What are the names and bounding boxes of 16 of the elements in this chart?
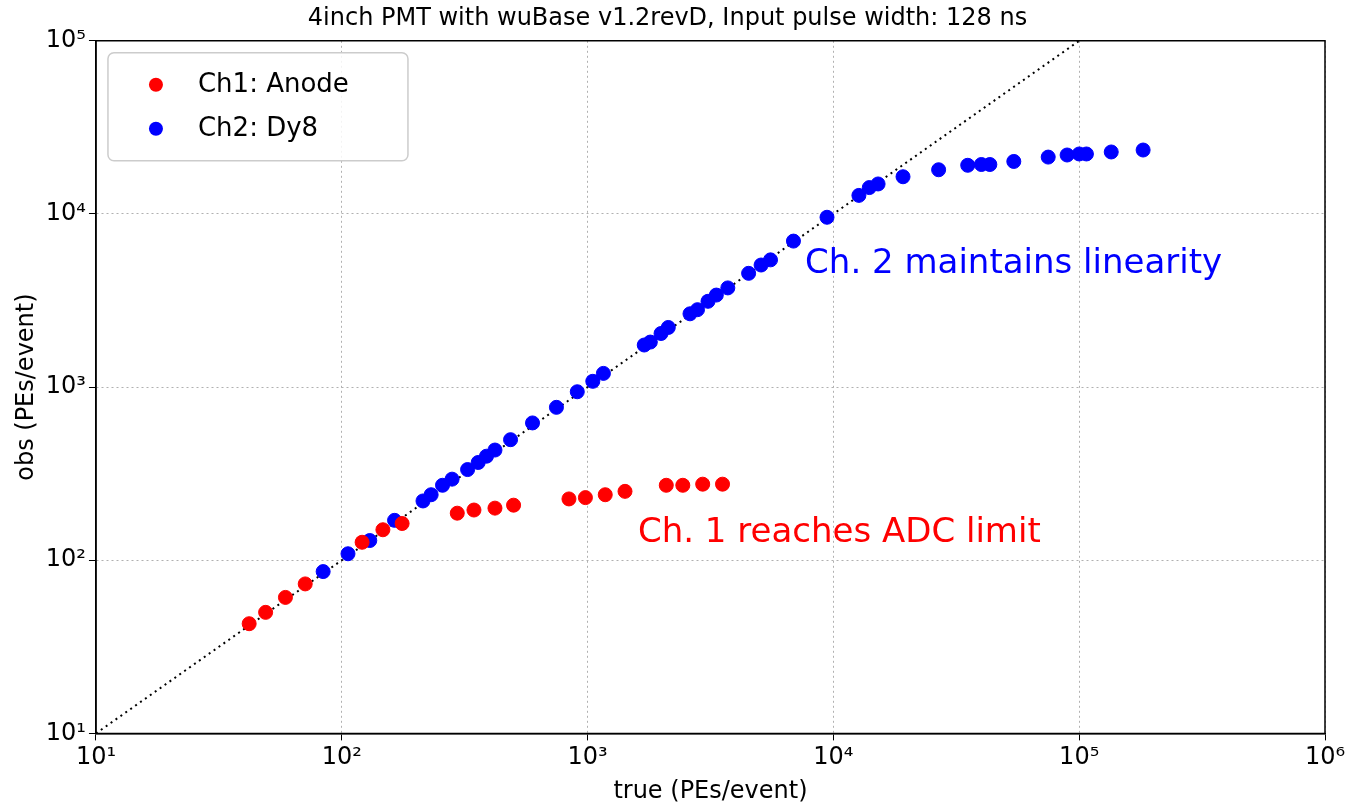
annotation: Ch. 1 reaches ADC limit <box>637 510 1041 551</box>
x-tick-label: 10⁴ <box>813 742 854 771</box>
y-tick-label: 10⁵ <box>45 25 86 54</box>
x-tick-label: 10⁵ <box>1059 742 1100 771</box>
legend-label: Ch2: Dy8 <box>197 111 319 142</box>
y-tick-label: 10² <box>45 544 86 573</box>
legend-label: Ch1: Anode <box>197 67 349 98</box>
x-tick-label: 10² <box>321 742 362 771</box>
annotation: Ch. 2 maintains linearity <box>805 240 1223 281</box>
y-axis-title: obs (PEs/event) <box>10 293 39 481</box>
y-tick-label: 10⁴ <box>45 198 86 227</box>
x-axis-title: true (PEs/event) <box>613 775 808 804</box>
x-tick-label: 10⁶ <box>1304 742 1346 771</box>
x-tick-label: 10³ <box>567 742 608 771</box>
y-tick-label: 10³ <box>45 371 86 400</box>
chart-title: 4inch PMT with wuBase v1.2revD, Input pulse width: 128 ns <box>307 2 1028 31</box>
